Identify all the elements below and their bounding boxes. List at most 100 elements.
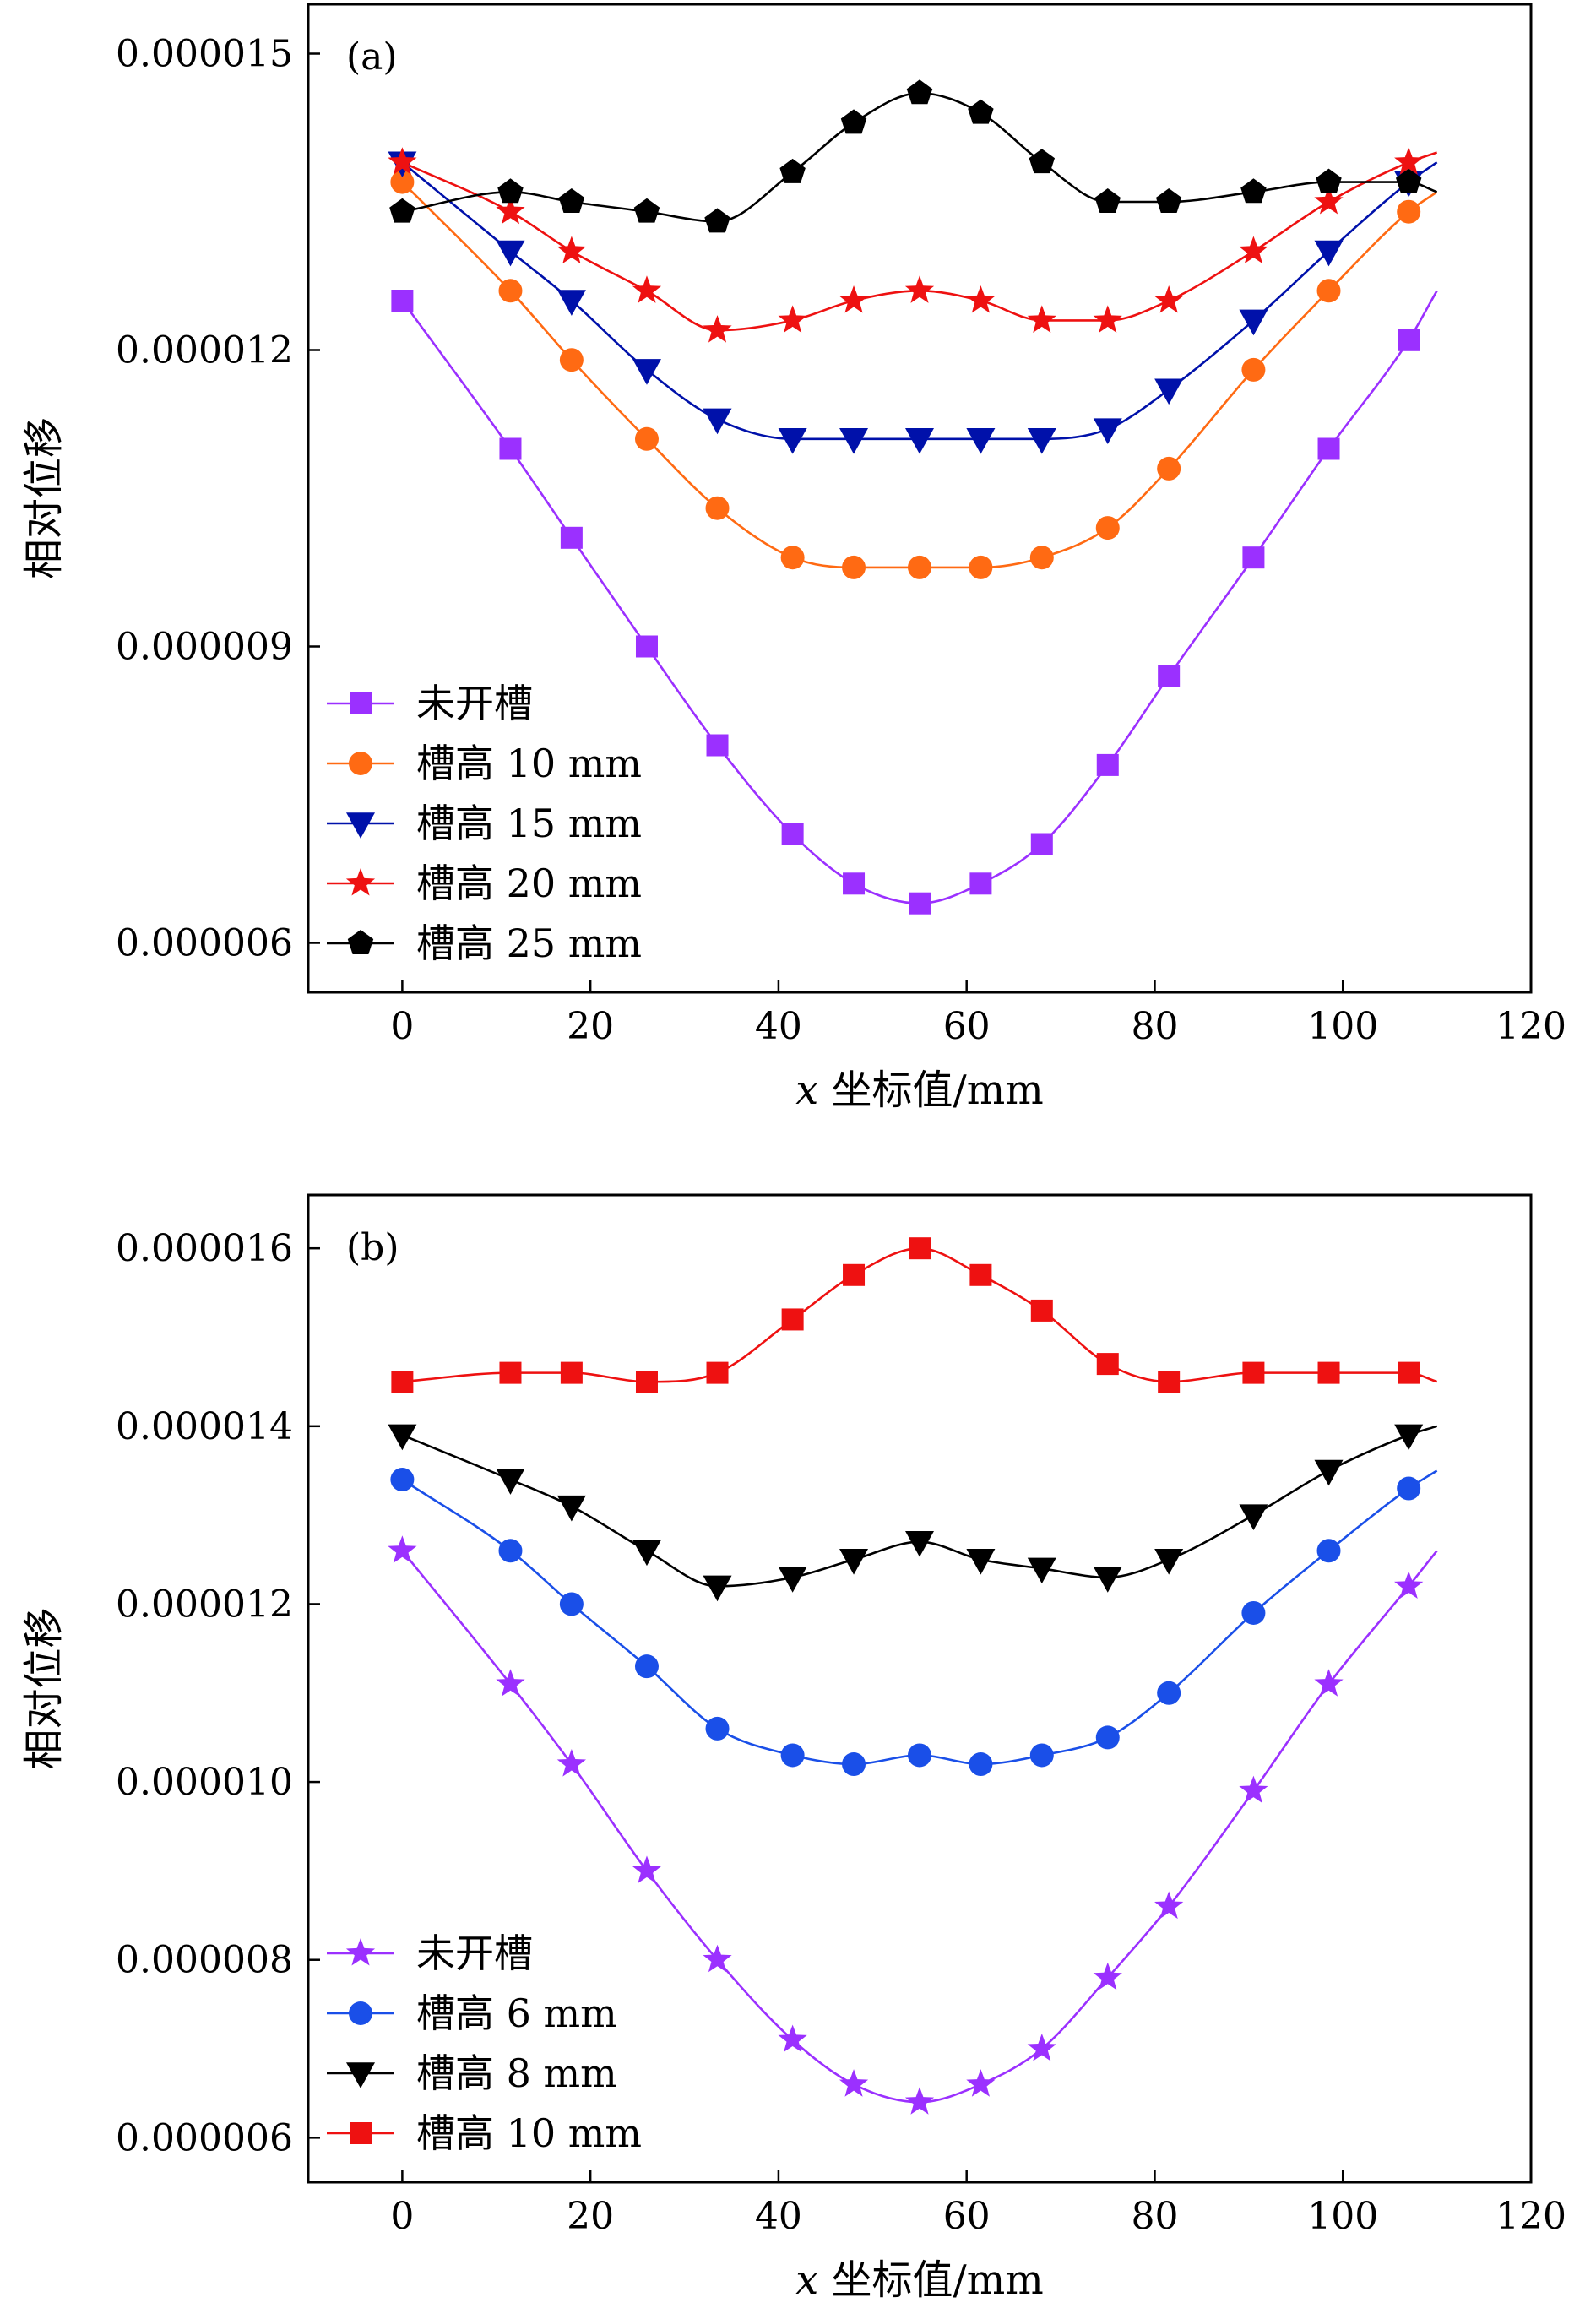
data-point — [703, 1944, 732, 1973]
x-tick-label: 120 — [1496, 1005, 1566, 1048]
data-point — [560, 1361, 583, 1384]
plot-area — [388, 79, 1438, 915]
data-point — [559, 348, 584, 372]
data-point — [634, 426, 659, 451]
x-tick-label: 80 — [1131, 2195, 1178, 2238]
data-point — [1094, 188, 1121, 213]
data-point — [497, 178, 524, 204]
x-tick-label: 120 — [1496, 2195, 1566, 2238]
x-axis-title: x 坐标值/mm — [795, 2257, 1044, 2304]
data-point — [1027, 305, 1056, 333]
data-point — [1239, 1775, 1268, 1804]
data-point — [1398, 329, 1420, 351]
data-point — [1155, 188, 1182, 213]
legend-item-2: 槽高 10 mm — [327, 741, 642, 786]
data-point — [1030, 1299, 1053, 1322]
data-point — [1316, 168, 1342, 193]
data-point — [843, 872, 866, 895]
data-point — [909, 1237, 931, 1260]
panel-label: (b) — [346, 1226, 399, 1269]
y-tick-label: 0.000012 — [116, 329, 293, 372]
y-tick-label: 0.000010 — [116, 1761, 293, 1804]
data-point — [1027, 1557, 1056, 1584]
data-point — [703, 315, 732, 343]
data-point — [1096, 753, 1119, 776]
series-line — [401, 1550, 1438, 2104]
data-point — [1029, 546, 1054, 570]
data-point — [1157, 456, 1181, 481]
x-tick-label: 20 — [567, 1005, 614, 1048]
data-point — [778, 305, 807, 333]
data-point — [1093, 418, 1122, 444]
data-point — [632, 1855, 662, 1883]
data-point — [1314, 187, 1344, 215]
data-point — [1029, 1743, 1054, 1768]
series-2 — [390, 1468, 1438, 1777]
y-tick-label: 0.000006 — [116, 922, 293, 965]
legend-label: 槽高 20 mm — [416, 861, 642, 906]
legend-item-1: 未开槽 — [327, 681, 533, 726]
data-point — [556, 1495, 586, 1522]
y-tick-label: 0.000016 — [116, 1227, 293, 1270]
data-point — [391, 290, 414, 312]
data-point — [842, 1752, 866, 1777]
data-point — [1027, 2034, 1056, 2061]
data-point — [1027, 428, 1056, 454]
data-point — [1394, 1424, 1424, 1451]
data-point — [498, 1539, 523, 1563]
data-point — [778, 2024, 807, 2053]
data-point — [496, 240, 525, 267]
data-point — [1154, 285, 1184, 313]
data-point — [969, 555, 993, 579]
data-point — [556, 1749, 586, 1777]
data-point — [703, 408, 732, 435]
data-point — [969, 872, 992, 895]
data-point — [839, 1549, 869, 1575]
series-4 — [388, 147, 1438, 343]
data-point — [496, 1669, 525, 1697]
data-point — [560, 526, 583, 549]
legend-label: 槽高 10 mm — [416, 2110, 642, 2156]
data-point — [1093, 1567, 1122, 1593]
legend-marker — [345, 868, 376, 896]
data-point — [496, 196, 525, 225]
data-point — [1096, 1353, 1119, 1376]
y-axis-title: 相对位移 — [20, 417, 68, 579]
legend-item-2: 槽高 6 mm — [327, 1990, 617, 2036]
data-point — [556, 236, 586, 264]
legend-label: 槽高 10 mm — [416, 741, 642, 786]
series-line — [401, 290, 1438, 905]
data-point — [781, 1308, 804, 1331]
legend-marker — [349, 2001, 372, 2025]
y-tick-label: 0.000008 — [116, 1939, 293, 1982]
data-point — [1030, 833, 1053, 855]
plot-area — [388, 1237, 1438, 2115]
legend-marker — [349, 752, 372, 775]
legend-label: 未开槽 — [416, 681, 533, 726]
x-tick-label: 80 — [1131, 1005, 1178, 1048]
x-tick-label: 0 — [390, 2195, 414, 2238]
x-tick-label: 100 — [1307, 2195, 1378, 2238]
data-point — [1154, 1549, 1184, 1575]
x-tick-label: 0 — [390, 1005, 414, 1048]
series-line — [401, 1425, 1438, 1588]
data-point — [1314, 240, 1344, 267]
legend-label: 槽高 8 mm — [416, 2050, 617, 2096]
legend-marker — [345, 1938, 376, 1966]
plot-frame — [307, 3, 1533, 994]
data-point — [635, 635, 658, 658]
data-point — [842, 555, 866, 579]
data-point — [1242, 1361, 1265, 1384]
legend-item-4: 槽高 20 mm — [327, 861, 642, 906]
data-point — [839, 285, 869, 313]
legend-label: 槽高 15 mm — [416, 801, 642, 846]
data-point — [778, 428, 807, 454]
data-point — [1314, 1669, 1344, 1697]
data-point — [704, 208, 730, 233]
data-point — [1242, 546, 1265, 569]
plot-frame — [307, 1193, 1533, 2184]
data-point — [966, 2069, 996, 2097]
data-point — [1239, 236, 1268, 264]
data-point — [905, 1530, 934, 1557]
data-point — [1395, 168, 1422, 193]
